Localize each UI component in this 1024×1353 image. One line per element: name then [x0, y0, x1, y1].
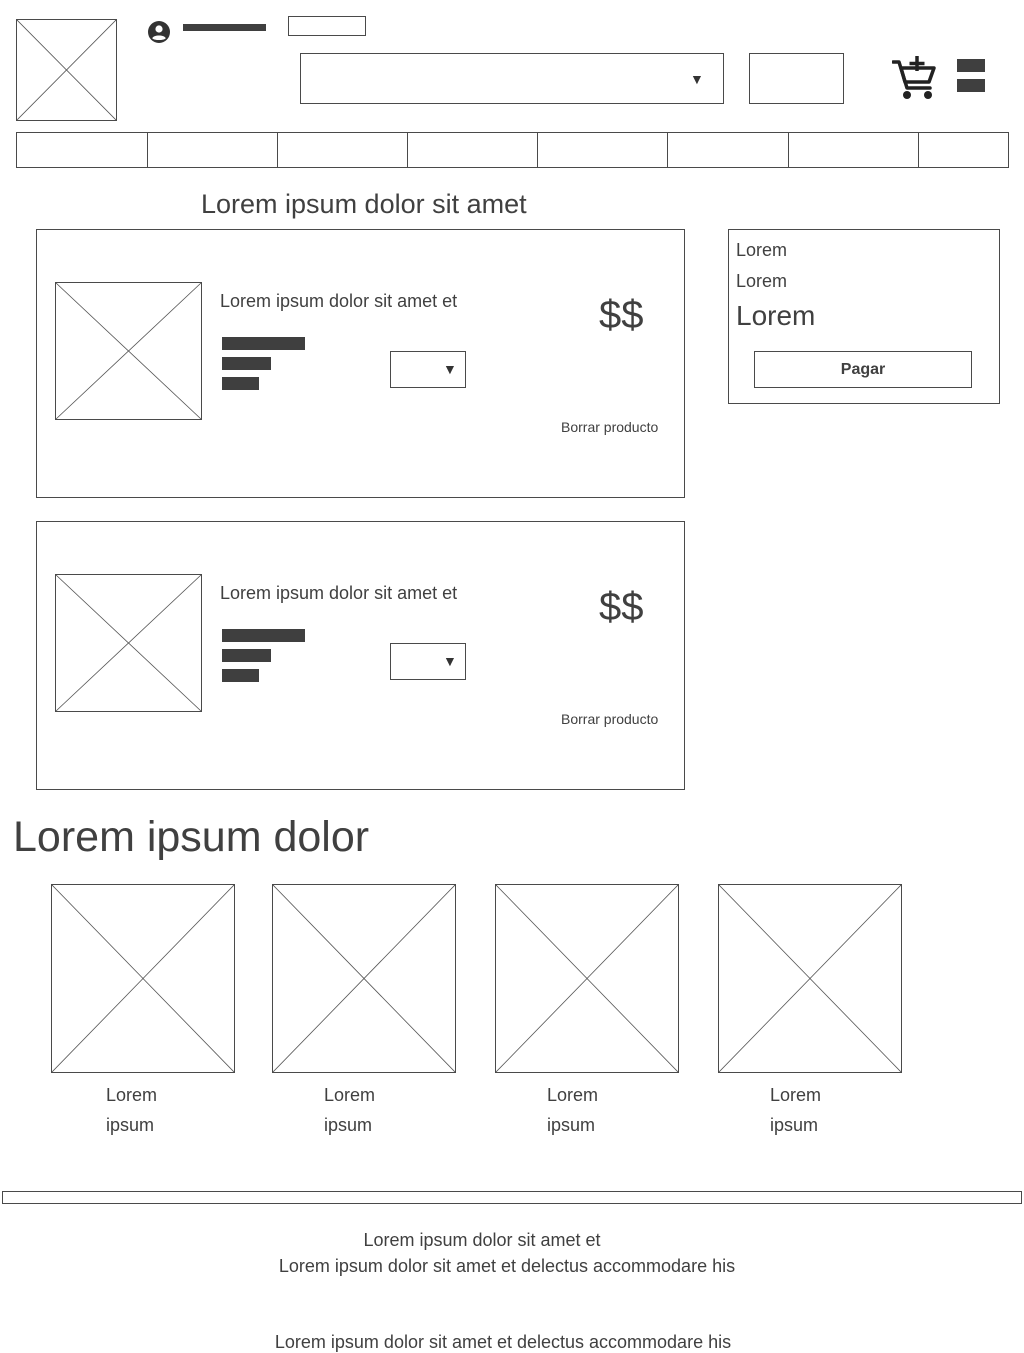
image-placeholder-icon	[719, 885, 901, 1072]
image-placeholder-icon	[273, 885, 455, 1072]
pay-button[interactable]: Pagar	[754, 351, 972, 388]
caption-line: Lorem	[770, 1085, 822, 1105]
product-name: Lorem ipsum dolor sit amet et	[220, 291, 458, 311]
related-product-image[interactable]	[718, 884, 902, 1073]
image-placeholder-icon	[17, 20, 116, 120]
nav-item[interactable]	[538, 133, 668, 167]
image-placeholder-icon	[56, 575, 201, 711]
product-detail-line	[222, 337, 305, 350]
image-placeholder-icon	[52, 885, 234, 1072]
chevron-down-icon: ▼	[690, 71, 704, 87]
related-product-caption[interactable]: Lorem ipsum	[324, 1084, 375, 1136]
nav-item[interactable]	[17, 133, 148, 167]
pay-button-label: Pagar	[840, 360, 886, 378]
caption-line: Lorem	[547, 1085, 599, 1105]
footer-line: Lorem ipsum dolor sit amet et delectus a…	[278, 1256, 736, 1276]
related-product-caption[interactable]: Lorem ipsum	[770, 1084, 821, 1136]
product-image-placeholder[interactable]	[55, 574, 202, 712]
footer-divider	[2, 1191, 1022, 1204]
chevron-down-icon: ▼	[443, 361, 457, 377]
product-detail-line	[222, 357, 271, 370]
nav-item[interactable]	[919, 133, 1008, 167]
related-product-caption[interactable]: Lorem ipsum	[106, 1084, 157, 1136]
product-detail-line	[222, 377, 259, 390]
cart-item-card: Lorem ipsum dolor sit amet et ▼ $$ Borra…	[36, 229, 685, 498]
menu-bar	[957, 79, 985, 92]
menu-icon[interactable]	[957, 59, 985, 92]
product-detail-line	[222, 629, 305, 642]
logo-image-placeholder[interactable]	[16, 19, 117, 121]
nav-item[interactable]	[408, 133, 538, 167]
product-price: $$	[599, 585, 644, 629]
footer-text: Lorem ipsum dolor sit amet et Lorem ipsu…	[0, 1227, 1014, 1279]
nav-item[interactable]	[789, 133, 919, 167]
nav-item[interactable]	[148, 133, 278, 167]
footer-line: Lorem ipsum dolor sit amet et delectus a…	[274, 1332, 732, 1352]
order-summary-panel: Lorem Lorem Lorem Pagar	[728, 229, 1000, 404]
header-small-button[interactable]	[288, 16, 366, 36]
caption-line: Lorem	[106, 1085, 158, 1105]
search-dropdown[interactable]: ▼	[300, 53, 724, 104]
remove-product-link[interactable]: Borrar producto	[561, 419, 659, 435]
related-product-caption[interactable]: Lorem ipsum	[547, 1084, 598, 1136]
caption-line: Lorem	[324, 1085, 376, 1105]
user-circle-icon	[148, 21, 170, 43]
caption-line: ipsum	[324, 1115, 373, 1135]
summary-total: Lorem	[736, 300, 816, 331]
related-product-image[interactable]	[495, 884, 679, 1073]
product-name: Lorem ipsum dolor sit amet et	[220, 583, 458, 603]
quantity-select[interactable]: ▼	[390, 351, 466, 388]
footer-line: Lorem ipsum dolor sit amet et	[363, 1230, 601, 1250]
image-placeholder-icon	[56, 283, 201, 419]
related-product-image[interactable]	[51, 884, 235, 1073]
cart-item-card: Lorem ipsum dolor sit amet et ▼ $$ Borra…	[36, 521, 685, 790]
nav-item[interactable]	[668, 133, 789, 167]
user-name-placeholder	[183, 24, 266, 31]
caption-line: ipsum	[547, 1115, 596, 1135]
product-image-placeholder[interactable]	[55, 282, 202, 420]
product-detail-line	[222, 649, 271, 662]
image-placeholder-icon	[496, 885, 678, 1072]
related-product-image[interactable]	[272, 884, 456, 1073]
search-button[interactable]	[749, 53, 844, 104]
summary-line: Lorem	[736, 271, 788, 291]
quantity-select[interactable]: ▼	[390, 643, 466, 680]
product-detail-line	[222, 669, 259, 682]
cart-add-icon[interactable]	[892, 54, 938, 102]
caption-line: ipsum	[770, 1115, 819, 1135]
nav-item[interactable]	[278, 133, 408, 167]
cart-title: Lorem ipsum dolor sit amet	[201, 189, 527, 219]
navigation-bar	[16, 132, 1009, 168]
related-title: Lorem ipsum dolor	[13, 813, 370, 861]
menu-bar	[957, 59, 985, 72]
remove-product-link[interactable]: Borrar producto	[561, 711, 659, 727]
product-price: $$	[599, 293, 644, 337]
summary-line: Lorem	[736, 240, 788, 260]
caption-line: ipsum	[106, 1115, 155, 1135]
user-account[interactable]	[147, 20, 267, 44]
chevron-down-icon: ▼	[443, 653, 457, 669]
